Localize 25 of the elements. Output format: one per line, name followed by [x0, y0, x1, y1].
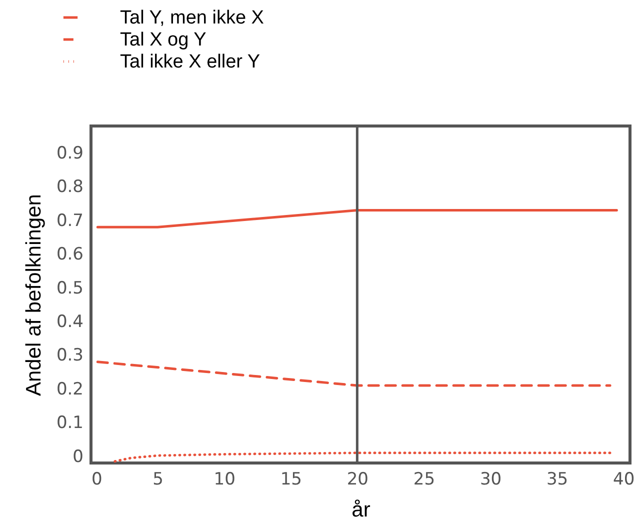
y-tick-label: 0: [72, 446, 84, 467]
y-tick-label: 0.8: [56, 177, 84, 198]
y-tick-label: 0.1: [56, 413, 84, 434]
x-tick-label: 5: [152, 470, 164, 490]
y-tick-label: 0.6: [56, 244, 84, 265]
x-tick-label: 35: [546, 470, 568, 490]
x-tick-label: 10: [214, 470, 236, 490]
legend-label: Tal ikke X eller Y: [120, 52, 260, 72]
y-axis-title: Andel af befolkningen: [22, 194, 46, 396]
x-tick-label: 0: [92, 470, 102, 490]
x-tick-label: 30: [480, 470, 502, 490]
x-tick-label: 40: [613, 470, 635, 490]
x-tick-label: 20: [346, 470, 368, 490]
y-tick-label: 0.7: [56, 210, 84, 231]
y-tick-label: 0.3: [56, 346, 84, 366]
y-tick-label: 0.4: [56, 312, 84, 332]
y-tick-label: 0.5: [56, 278, 84, 298]
legend-label: Tal Y, men ikke X: [120, 8, 264, 28]
x-tick-label: 15: [280, 470, 302, 490]
y-tick-label: 0.9: [56, 143, 84, 164]
y-tick-label: 0.2: [56, 379, 84, 400]
x-tick-label: 25: [413, 470, 436, 490]
legend-label: Tal X og Y: [120, 30, 207, 50]
x-axis-title: år: [352, 498, 370, 522]
line-series: [114, 452, 612, 463]
